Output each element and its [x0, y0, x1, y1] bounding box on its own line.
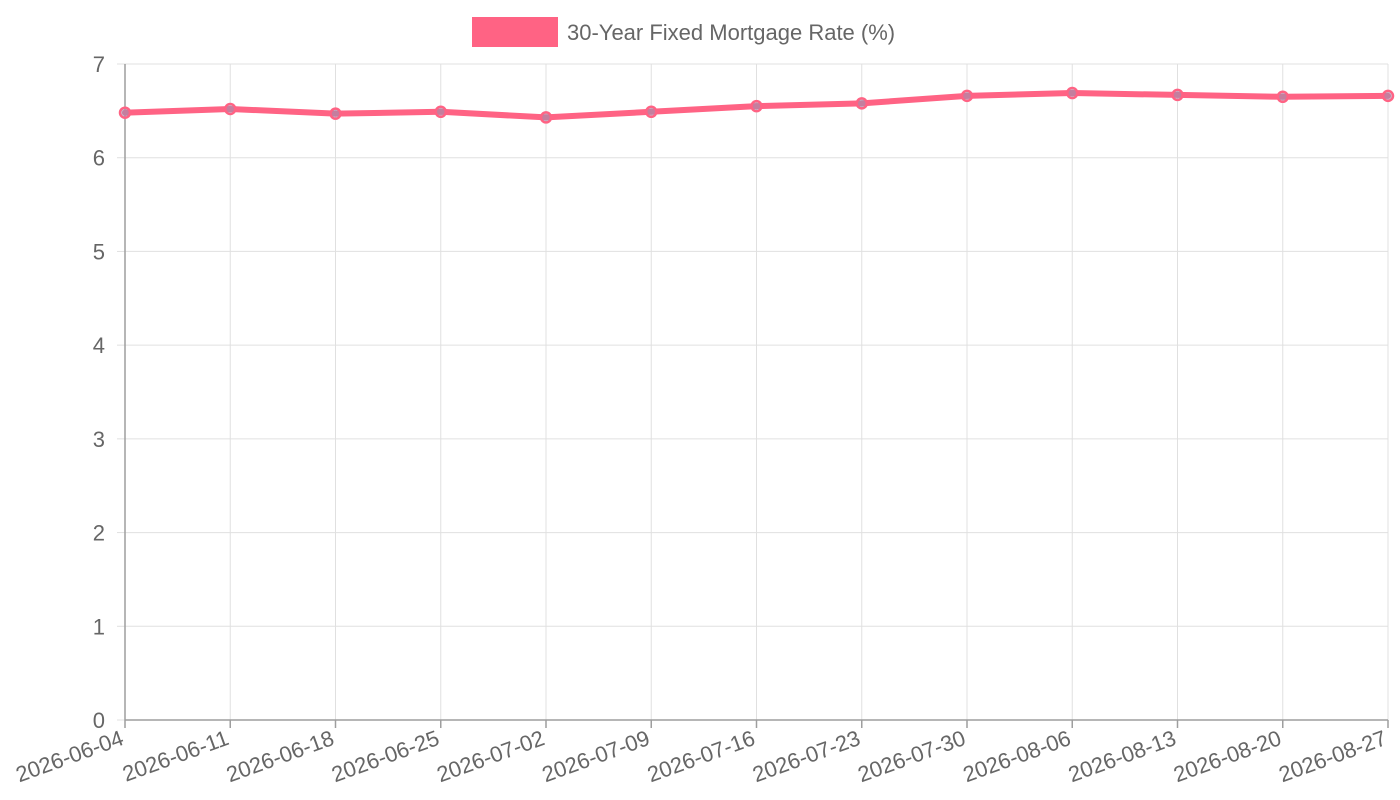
- data-point[interactable]: [329, 107, 342, 120]
- legend[interactable]: 30-Year Fixed Mortgage Rate (%): [472, 17, 895, 47]
- x-tick-label: 2026-07-23: [749, 725, 863, 787]
- x-tick-label: 2026-07-16: [644, 725, 758, 787]
- legend-swatch: [472, 17, 558, 47]
- data-point[interactable]: [645, 105, 658, 119]
- grid: [117, 63, 1389, 728]
- x-tick-label: 2026-07-30: [854, 725, 968, 787]
- y-tick-label: 4: [93, 333, 105, 358]
- x-tick-label: 2026-06-25: [328, 725, 442, 787]
- legend-label: 30-Year Fixed Mortgage Rate (%): [567, 20, 895, 45]
- y-axis-ticks: 0 1 2 3 4 5 6 7: [93, 52, 105, 733]
- y-tick-label: 1: [93, 614, 105, 639]
- x-tick-label: 2026-07-02: [433, 725, 547, 787]
- x-axis-ticks: 2026-06-042026-06-112026-06-182026-06-25…: [12, 725, 1389, 787]
- x-tick-label: 2026-06-18: [223, 725, 337, 787]
- y-tick-label: 7: [93, 52, 105, 77]
- data-point[interactable]: [434, 105, 447, 119]
- data-point[interactable]: [1171, 88, 1184, 102]
- y-tick-label: 2: [93, 521, 105, 546]
- x-tick-label: 2026-08-20: [1170, 725, 1284, 787]
- y-tick-label: 0: [93, 708, 105, 733]
- data-point[interactable]: [539, 111, 553, 124]
- data-point[interactable]: [855, 97, 868, 110]
- x-tick-label: 2026-08-13: [1065, 725, 1179, 787]
- x-tick-label: 2026-08-06: [960, 725, 1074, 787]
- y-tick-label: 6: [93, 146, 105, 171]
- y-tick-label: 5: [93, 239, 105, 264]
- y-tick-label: 3: [93, 427, 105, 452]
- x-tick-label: 2026-06-11: [119, 725, 232, 786]
- x-tick-label: 2026-08-27: [1275, 725, 1389, 787]
- data-point[interactable]: [1381, 89, 1395, 103]
- series-layer: [118, 86, 1395, 124]
- data-point[interactable]: [118, 106, 132, 119]
- x-tick-label: 2026-07-09: [539, 725, 653, 787]
- data-point[interactable]: [960, 89, 974, 103]
- data-point[interactable]: [1276, 90, 1289, 104]
- data-point[interactable]: [224, 102, 237, 116]
- data-point[interactable]: [1066, 86, 1079, 100]
- x-tick-label: 2026-06-04: [12, 725, 126, 787]
- axes: [124, 64, 1388, 721]
- data-point[interactable]: [750, 99, 763, 113]
